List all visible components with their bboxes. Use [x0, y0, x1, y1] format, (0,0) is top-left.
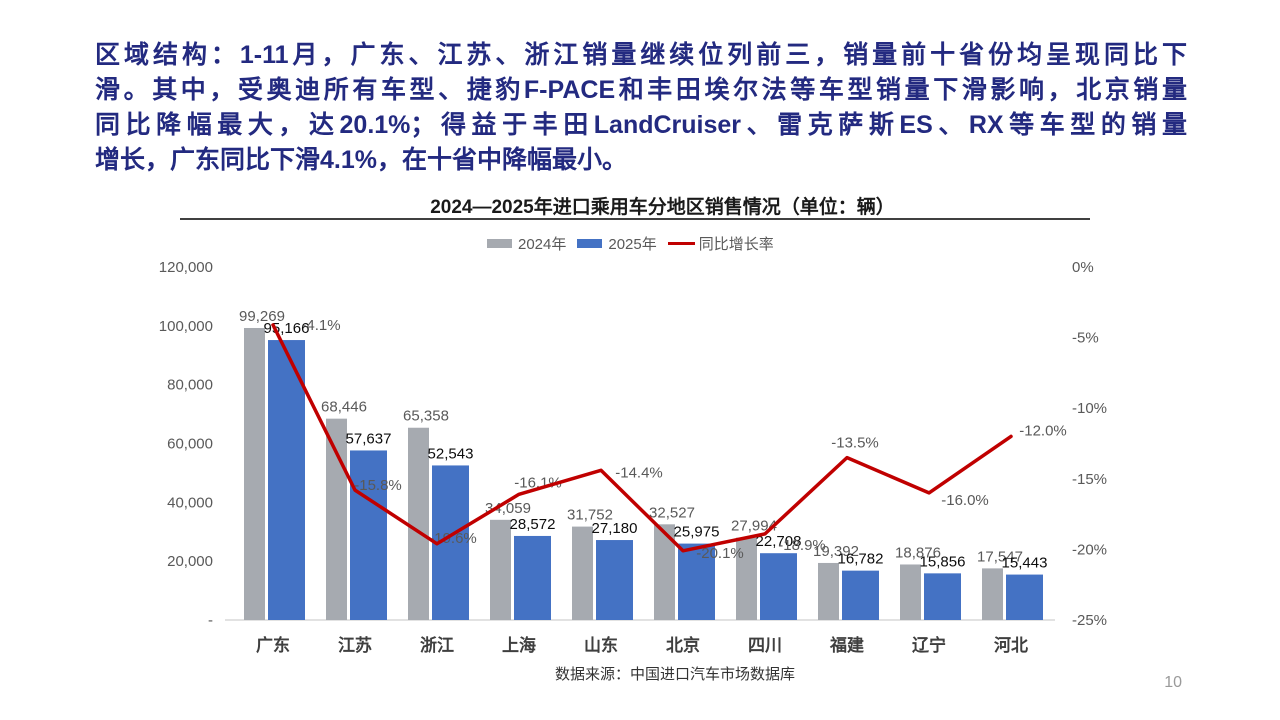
legend-swatch-2024 — [487, 238, 512, 248]
right-axis-tick-2: -10% — [1072, 400, 1107, 417]
category-label-辽宁: 辽宁 — [912, 635, 946, 655]
left-axis-tick-5: 20,000 — [167, 553, 213, 570]
growth-label-北京: -20.1% — [696, 545, 744, 562]
bar-label-2025-北京: 25,975 — [674, 524, 720, 541]
bar-label-2025-辽宁: 15,856 — [920, 553, 966, 570]
left-axis-tick-6: - — [208, 612, 213, 629]
bar-2025-福建 — [842, 570, 879, 620]
bar-2024-河北 — [982, 568, 1003, 620]
bar-label-2024-江苏: 68,446 — [321, 399, 367, 416]
left-axis-tick-2: 80,000 — [167, 377, 213, 394]
sales-chart: 120,000 100,000 80,000 60,000 40,000 20,000 - 0… — [159, 259, 1107, 655]
heading: 区域结构：1-11月，广东、江苏、浙江销量继续位列前三，销量前十省份均呈现同比下… — [95, 38, 1187, 178]
growth-label-四川: -18.9% — [778, 537, 826, 554]
bar-label-2025-江苏: 57,637 — [346, 430, 392, 447]
legend-swatch-2025 — [577, 238, 603, 248]
bar-2024-上海 — [490, 519, 511, 620]
bar-label-2025-四川: 22,708 — [756, 533, 802, 550]
bar-2024-福建 — [818, 562, 839, 620]
bar-2025-上海 — [514, 535, 551, 620]
heading-line-2: 滑。其中，受奥迪所有车型、捷豹F-PACE和丰田埃尔法等车型销量下滑影响，北京销… — [95, 76, 1187, 104]
bar-label-2024-福建: 19,392 — [813, 543, 859, 560]
source-note: 数据来源：中国进口汽车市场数据库 — [554, 666, 795, 683]
category-label-浙江: 浙江 — [420, 635, 454, 655]
right-axis-tick-4: -20% — [1072, 541, 1107, 558]
bar-2025-山东 — [596, 540, 633, 620]
growth-label-广东: -4.1% — [301, 317, 340, 334]
category-label-上海: 上海 — [502, 635, 536, 655]
bar-label-2024-河北: 17,547 — [977, 548, 1023, 565]
growth-label-河北: -12.0% — [1019, 422, 1067, 439]
left-axis-tick-0: 120,000 — [159, 259, 213, 276]
legend-line-growth-icon — [667, 241, 695, 245]
left-axis-tick-3: 60,000 — [167, 436, 213, 453]
left-axis-tick-1: 100,000 — [159, 318, 213, 335]
bar-2024-北京 — [654, 524, 675, 620]
bar-2024-山东 — [572, 526, 593, 620]
bar-2025-四川 — [760, 553, 797, 620]
growth-label-辽宁: -16.0% — [941, 492, 989, 509]
right-axis-tick-3: -15% — [1072, 471, 1107, 488]
bar-2025-辽宁 — [924, 573, 961, 620]
category-label-北京: 北京 — [666, 635, 700, 655]
bar-2024-广东 — [244, 327, 265, 620]
growth-line — [271, 323, 1013, 553]
bar-label-2024-浙江: 65,358 — [403, 408, 449, 425]
bar-label-2025-福建: 16,782 — [838, 551, 884, 568]
heading-line-4: 增长，广东同比下滑4.1%，在十省中降幅最小。 — [95, 146, 627, 174]
bar-label-2024-四川: 27,994 — [731, 518, 777, 535]
category-label-福建: 福建 — [829, 635, 864, 655]
bar-2025-北京 — [678, 543, 715, 620]
bar-2024-四川 — [736, 537, 757, 620]
legend-label-growth: 同比增长率 — [698, 235, 774, 253]
growth-label-山东: -14.4% — [615, 464, 663, 481]
heading-line-3: 同比降幅最大，达20.1%；得益于丰田LandCruiser、雷克萨斯ES、RX… — [95, 111, 1187, 139]
bar-2024-浙江 — [408, 427, 429, 620]
bar-2024-辽宁 — [900, 564, 921, 620]
bar-label-2024-广东: 99,269 — [239, 308, 285, 325]
category-label-江苏: 江苏 — [338, 635, 372, 655]
legend-label-2024: 2024年 — [518, 235, 567, 253]
chart-title: 2024—2025年进口乘用车分地区销售情况（单位：辆） — [430, 197, 895, 218]
chart-legend: 2024年 2025年 同比增长率 — [487, 234, 785, 253]
bar-label-2024-山东: 31,752 — [567, 507, 613, 524]
category-label-广东: 广东 — [256, 635, 290, 655]
growth-label-福建: -13.5% — [831, 435, 879, 452]
page-number: 10 — [1164, 674, 1182, 691]
bar-label-2025-浙江: 52,543 — [428, 445, 474, 462]
category-label-四川: 四川 — [748, 636, 782, 655]
right-axis-tick-5: -25% — [1072, 612, 1107, 629]
left-axis-tick-4: 40,000 — [167, 494, 213, 511]
growth-label-江苏: -15.8% — [354, 477, 402, 494]
right-axis-tick-0: 0% — [1072, 259, 1094, 276]
bar-2024-江苏 — [326, 418, 347, 620]
bar-label-2024-北京: 32,527 — [649, 504, 695, 521]
category-label-河北: 河北 — [994, 636, 1028, 655]
right-axis-tick-1: -5% — [1072, 330, 1099, 347]
bar-label-2025-山东: 27,180 — [592, 520, 638, 537]
legend-label-2025: 2025年 — [608, 235, 657, 253]
category-label-山东: 山东 — [584, 635, 618, 655]
bar-label-2025-上海: 28,572 — [510, 516, 556, 533]
heading-line-1: 区域结构：1-11月，广东、江苏、浙江销量继续位列前三，销量前十省份均呈现同比下 — [95, 41, 1187, 69]
bar-label-2024-上海: 34,059 — [485, 500, 531, 517]
title-divider — [180, 218, 1090, 220]
bar-label-2024-辽宁: 18,876 — [895, 544, 941, 561]
bar-2025-江苏 — [350, 450, 387, 620]
bar-label-2025-河北: 15,443 — [1002, 555, 1048, 572]
bar-2025-广东 — [268, 340, 305, 620]
bar-2025-河北 — [1006, 574, 1043, 620]
